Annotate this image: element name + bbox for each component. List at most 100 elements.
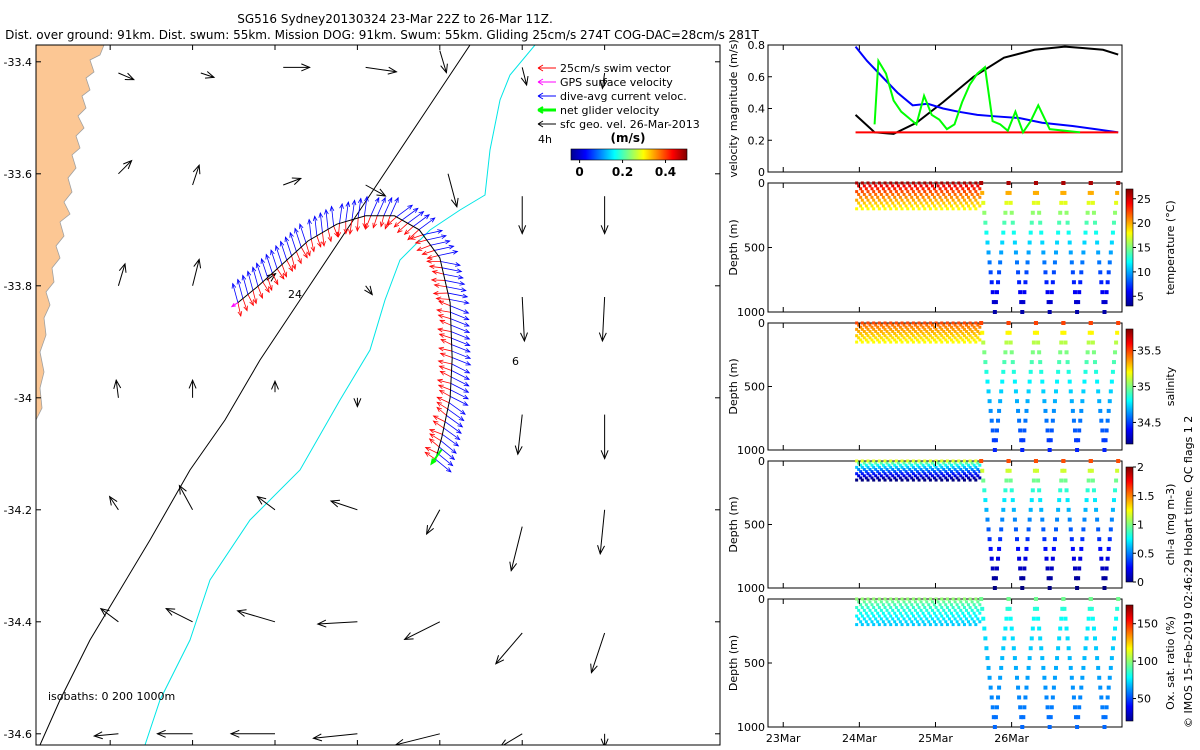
profile-sample [1002, 498, 1007, 503]
geo-vector [312, 733, 358, 742]
profile-sample [936, 467, 940, 471]
geo-vector [192, 258, 202, 286]
profile-sample [988, 685, 993, 690]
profile-sample [859, 187, 863, 191]
profile-sample [923, 478, 927, 482]
profile-sample [949, 187, 953, 191]
profile-sample [928, 181, 932, 185]
dac-vector [430, 239, 451, 246]
profile-sample [1059, 616, 1064, 621]
profile-sample [906, 327, 910, 331]
profile-sample [910, 325, 914, 329]
profile-sample [857, 467, 861, 471]
profile-colorbar [1125, 328, 1134, 445]
profile-sample [932, 476, 936, 480]
profile-sample [976, 336, 980, 340]
profile-sample [911, 321, 915, 325]
velocity-tick-label: 0.4 [748, 103, 766, 116]
profile-sample [990, 566, 995, 571]
swim-vector [237, 302, 243, 318]
dac-vector [299, 223, 307, 243]
profile-sample [900, 198, 904, 202]
profile-sample [1006, 321, 1011, 325]
profile-sample [978, 204, 982, 208]
profile-sample [1098, 270, 1103, 275]
profile-sample [964, 617, 968, 621]
profile-sample [988, 546, 993, 551]
profile-sample [1106, 546, 1111, 551]
profile-sample [930, 600, 934, 604]
profile-sample [1086, 340, 1091, 345]
profile-sample [889, 597, 893, 601]
profile-sample [1025, 537, 1030, 542]
profile-sample [868, 617, 872, 621]
profile-sample [1114, 478, 1119, 483]
dac-vector [231, 282, 239, 303]
map-frame [35, 44, 721, 746]
depth-ylabel: Depth (m) [727, 219, 740, 275]
profile-sample [1054, 665, 1059, 670]
geo-vector [394, 733, 440, 745]
profile-sample [957, 597, 961, 601]
profile-sample [942, 184, 946, 188]
profile-sample [1111, 360, 1116, 365]
profile-sample [1027, 379, 1032, 384]
profile-sample [978, 603, 982, 607]
profile-sample [862, 323, 866, 327]
profile-sample [1081, 250, 1086, 255]
swim-vector [362, 216, 367, 229]
profile-sample [1017, 418, 1022, 423]
profile-sample [894, 340, 898, 344]
dac-vector [451, 331, 471, 340]
profile-sample [934, 327, 938, 331]
profile-sample [1076, 576, 1081, 581]
profile-sample [949, 603, 953, 607]
profile-sample [979, 321, 984, 325]
profile-sample [877, 597, 881, 601]
profile-sample [999, 527, 1004, 532]
dac-vector [351, 199, 357, 220]
profile-sample [870, 325, 874, 329]
profile-sample [913, 323, 917, 327]
profile-sample [934, 623, 938, 627]
profile-sample [893, 195, 897, 199]
profile-sample [915, 470, 919, 474]
profile-sample [985, 656, 990, 661]
colorbar-tick-label: 0.5 [1137, 547, 1155, 560]
profile-sample [1101, 576, 1106, 581]
profile-sample [1056, 646, 1061, 651]
profile-sample [896, 474, 900, 478]
profile-sample [910, 332, 914, 336]
profile-sample [966, 463, 970, 467]
profile-sample [938, 611, 942, 615]
profile-sample [881, 332, 885, 336]
swim-vector [432, 420, 444, 429]
depth-ylabel: Depth (m) [727, 635, 740, 691]
profile-sample [930, 608, 934, 612]
profile-sample [980, 606, 985, 611]
profile-sample [857, 336, 861, 340]
profile-sample [887, 463, 891, 467]
profile-sample [900, 181, 904, 185]
profile-sample [877, 334, 881, 338]
profile-sample [1009, 488, 1014, 493]
profile-sample [1033, 321, 1038, 325]
profile-sample [968, 321, 972, 325]
profile-sample [894, 597, 898, 601]
colorbar-tick-label: 50 [1137, 693, 1151, 706]
profile-sample [957, 623, 961, 627]
profile-sample [993, 715, 998, 720]
geo-vector [509, 526, 523, 572]
profile-sample [1090, 478, 1095, 483]
swim-vector [432, 415, 446, 423]
profile-sample [1066, 369, 1071, 374]
profile-sample [868, 600, 872, 604]
profile-sample [1033, 181, 1038, 185]
profile-sample [992, 725, 997, 729]
profile-sample [879, 323, 883, 327]
swim-vector [437, 314, 451, 320]
profile-sample [1033, 459, 1038, 463]
profile-sample [906, 606, 910, 610]
profile-sample [889, 459, 893, 463]
profile-sample [953, 336, 957, 340]
